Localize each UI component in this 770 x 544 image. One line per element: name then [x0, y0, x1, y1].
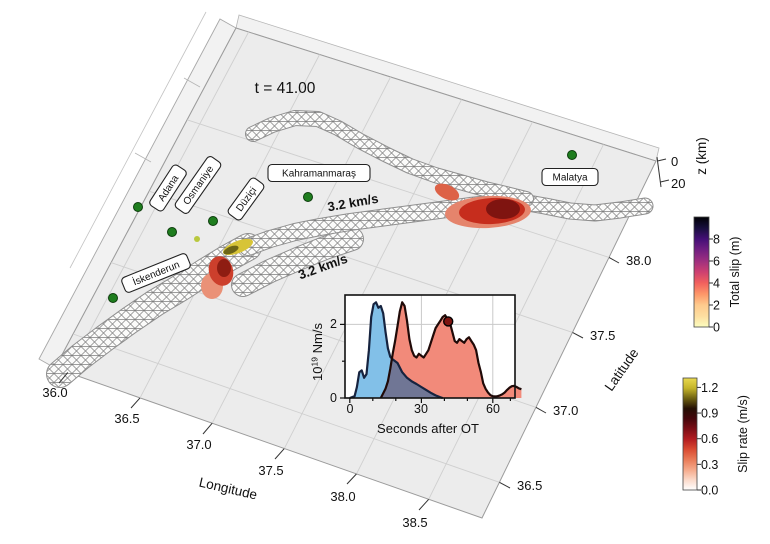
x-tick-label: 36.0	[42, 385, 67, 400]
moment-rate-area-red	[380, 302, 522, 398]
colorbar-total-slip: 0 2 4 6 8 Total slip (m)	[693, 216, 742, 335]
slip-patches	[194, 183, 531, 299]
x-tick-label: 37.5	[258, 463, 283, 478]
colorbar-gradient-bar	[682, 377, 698, 491]
city-marker	[133, 202, 143, 212]
colorbar-label: Total slip (m)	[728, 237, 742, 308]
slip-patch	[434, 183, 460, 201]
colorbar-tick-label: 8	[713, 233, 720, 247]
x-axis-label: Longitude	[198, 475, 259, 503]
z-axis: 0 20 z (km)	[656, 137, 709, 191]
colorbar-tick-label: 1.2	[701, 381, 718, 395]
colorbar-tick-label: 0.0	[701, 484, 718, 498]
map-pane	[38, 11, 660, 519]
moment-rate-line-red	[379, 301, 522, 399]
y-tick-label: 38.0	[626, 253, 651, 268]
city-label-kahramanmaras: Kahramanmaraş	[267, 163, 371, 183]
inset-frame	[344, 294, 516, 399]
city-marker	[567, 150, 577, 160]
inset-x-tick: 60	[486, 402, 500, 416]
x-tick-label: 36.5	[114, 411, 139, 426]
svg-text:Malatya: Malatya	[552, 173, 587, 184]
colorbar-tick-label: 0.9	[701, 407, 718, 421]
rupture-front-core	[223, 245, 239, 255]
time-annotation: t = 41.00	[255, 80, 316, 97]
city-marker	[208, 216, 218, 226]
z-tick-label: 20	[671, 176, 685, 191]
fault-mesh-north-segment	[246, 111, 533, 206]
colorbar-slip-rate: 0.0 0.3 0.6 0.9 1.2 Slip rate (m/s)	[682, 377, 750, 498]
slip-patch-core	[217, 259, 231, 277]
inset-x-tick: 30	[414, 402, 428, 416]
city-marker	[303, 192, 313, 202]
y-tick-label: 37.0	[553, 403, 578, 418]
colorbar-tick-label: 0.3	[701, 458, 718, 472]
z-axis-label: z (km)	[694, 137, 709, 175]
moment-rate-area-overlap	[380, 359, 443, 398]
z-tick-label: 0	[671, 154, 678, 169]
colorbar-label: Slip rate (m/s)	[736, 395, 750, 473]
x-tick-label: 38.5	[402, 515, 427, 530]
moment-rate-line-blue	[349, 301, 444, 400]
svg-text:Kahramanmaraş: Kahramanmaraş	[282, 169, 356, 180]
colorbar-tick-label: 2	[713, 299, 720, 313]
city-markers	[108, 150, 577, 303]
colorbar-tick-label: 6	[713, 255, 720, 269]
city-marker	[167, 227, 177, 237]
inset-y-tick: 2	[330, 317, 337, 331]
inset-y-axis-label: 1019 Nm/s	[310, 323, 326, 381]
moment-rate-area-blue	[349, 302, 443, 398]
city-marker	[108, 293, 118, 303]
fault-mesh-splay	[232, 228, 363, 296]
y-tick-label: 36.5	[517, 478, 542, 493]
moment-rate-inset: 0 30 60 0 2 Seconds after OT 1019 Nm/s	[310, 294, 522, 436]
inset-x-axis-label: Seconds after OT	[377, 421, 479, 436]
current-time-marker	[443, 316, 454, 327]
x-tick-label: 37.0	[186, 437, 211, 452]
inset-ticks	[340, 323, 511, 403]
inset-x-tick: 0	[347, 402, 354, 416]
rupture-front-patch	[194, 236, 200, 242]
colorbar-tick-label: 0	[713, 321, 720, 335]
slip-patch-core	[486, 199, 520, 219]
inset-y-tick: 0	[330, 391, 337, 405]
y-tick-label: 37.5	[590, 328, 615, 343]
colorbar-tick-label: 0.6	[701, 432, 718, 446]
y-axis-label: Latitude	[602, 346, 642, 394]
colorbar-gradient-bar	[693, 216, 710, 328]
colorbar-tick-label: 4	[713, 277, 720, 291]
city-label-malatya: Malatya	[541, 167, 599, 187]
x-tick-label: 38.0	[330, 489, 355, 504]
fault-mesh-main-east	[514, 194, 653, 221]
